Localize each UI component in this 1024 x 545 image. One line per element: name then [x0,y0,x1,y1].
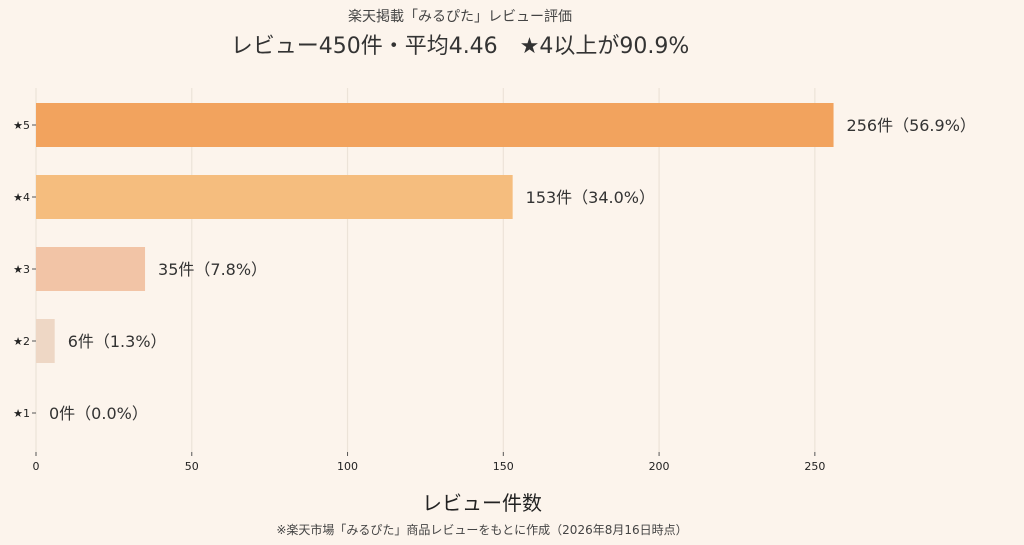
category-label: ★5 [13,119,30,132]
x-axis-label: レビュー件数 [422,491,542,515]
bar [36,175,513,219]
value-label: 35件（7.8%） [158,260,267,279]
bar [36,103,834,147]
x-tick-label: 0 [33,460,40,473]
category-label: ★3 [13,263,30,276]
x-tick-label: 200 [649,460,670,473]
x-tick-label: 50 [185,460,199,473]
category-label: ★2 [13,335,30,348]
value-label: 153件（34.0%） [526,188,655,207]
value-label: 256件（56.9%） [847,116,976,135]
grid-lines [35,88,816,456]
bar [36,247,146,291]
category-label: ★4 [13,191,30,204]
bar [36,319,55,363]
labels: 0 50 100 150 200 250 ★5 256件（56.9%） ★4 153件（34.0%… [13,116,976,473]
category-label: ★1 [13,407,30,420]
x-tick-label: 250 [804,460,825,473]
bars [36,103,834,363]
x-tick-label: 150 [493,460,514,473]
value-label: 6件（1.3%） [68,332,167,351]
x-tick-label: 100 [337,460,358,473]
chart-subtitle: 楽天掲載「みるぴた」レビュー評価 [348,9,572,25]
chart-title: レビュー450件・平均4.46 ★4以上が90.9% [231,34,690,59]
chart-footnote: ※楽天市場「みるぴた」商品レビューをもとに作成（2026年8月16日時点） [276,522,687,537]
value-label: 0件（0.0%） [49,404,148,423]
